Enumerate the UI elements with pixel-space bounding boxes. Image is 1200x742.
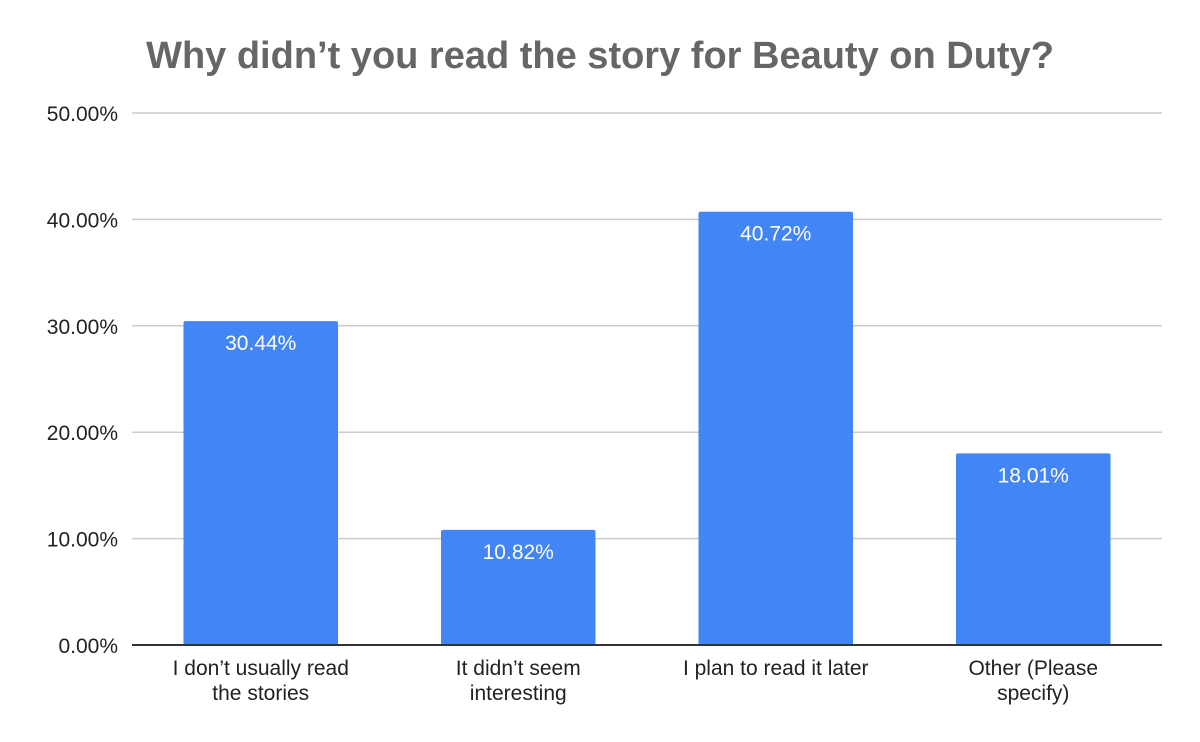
y-tick-label: 10.00% bbox=[47, 529, 118, 552]
y-tick-label: 50.00% bbox=[47, 103, 118, 126]
bar-data-label: 40.72% bbox=[740, 223, 811, 246]
bar-data-label: 30.44% bbox=[225, 332, 296, 355]
chart-title: Why didn’t you read the story for Beauty… bbox=[146, 35, 1054, 77]
x-category-label: It didn’t seem interesting bbox=[456, 657, 581, 705]
y-axis-ticks: 0.00% 10.00% 20.00% 30.00% 40.00% 50.00% bbox=[47, 103, 118, 658]
bar-data-label: 10.82% bbox=[483, 541, 554, 564]
x-axis-labels: I don’t usually read the stories It didn’t… bbox=[173, 657, 1098, 705]
y-tick-label: 20.00% bbox=[47, 422, 118, 445]
x-category-label: Other (Please specify) bbox=[968, 657, 1098, 705]
data-labels: 30.44% 10.82% 40.72% 18.01% bbox=[225, 223, 1069, 564]
y-tick-label: 40.00% bbox=[47, 209, 118, 232]
bar bbox=[956, 453, 1111, 645]
y-tick-label: 0.00% bbox=[58, 635, 118, 658]
bar bbox=[698, 211, 853, 645]
bar bbox=[441, 529, 596, 645]
x-category-label: I plan to read it later bbox=[683, 657, 869, 680]
y-tick-label: 30.00% bbox=[47, 316, 118, 339]
bar-data-label: 18.01% bbox=[998, 464, 1069, 487]
x-category-label: I don’t usually read the stories bbox=[173, 657, 349, 705]
bar bbox=[183, 321, 338, 645]
bars bbox=[183, 211, 1111, 645]
